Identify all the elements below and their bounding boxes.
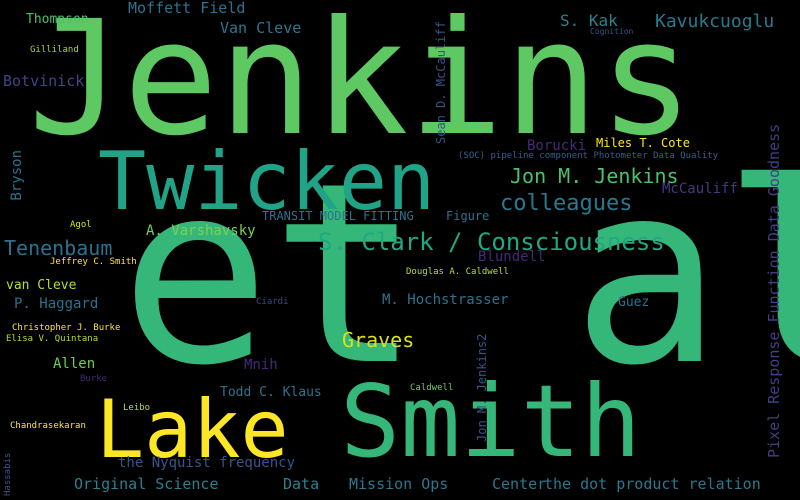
word-data: Data xyxy=(283,475,320,493)
word-mission-ops: Mission Ops xyxy=(349,475,449,493)
word-original-science: Original Science xyxy=(74,475,219,493)
word-mccauliff: McCauliff xyxy=(662,181,738,197)
word-et-al: et al xyxy=(120,129,800,420)
word-jeffrey-c-smith: Jeffrey C. Smith xyxy=(50,257,137,267)
word-douglas-a-caldwell: Douglas A. Caldwell xyxy=(406,267,509,277)
word-center: Center xyxy=(492,475,547,493)
word-pixel-response-function: Pixel Response Function Data Goodness xyxy=(765,123,783,458)
word-sean-d-mccauliff: Sean D. McCauliff xyxy=(434,21,448,144)
word-s-kak: S. Kak xyxy=(560,11,618,30)
word-lake: Lake xyxy=(96,383,289,476)
word-guez: Guez xyxy=(618,295,650,310)
word-hassabis: Hassabis xyxy=(3,452,13,496)
word-twicken: Twicken xyxy=(98,135,436,228)
word-chandrasekaran: Chandrasekaran xyxy=(10,421,86,431)
word-todd-c-klaus: Todd C. Klaus xyxy=(220,385,322,400)
word-leibo: Leibo xyxy=(123,403,151,413)
word-cognition: Cognition xyxy=(590,27,634,36)
word-jenkins: Jenkins xyxy=(28,0,694,171)
word-jon-m-jenkins: Jon M. Jenkins xyxy=(510,164,679,188)
word-mnih: Mnih xyxy=(244,357,278,373)
word-transit-model-fitting: TRANSIT MODEL FITTING xyxy=(262,209,414,223)
word-nyquist-frequency: the Nyquist frequency xyxy=(118,455,296,471)
word-dot-product-relation: the dot product relation xyxy=(544,475,761,493)
word-elisa-v-quintana: Elisa V. Quintana xyxy=(6,334,99,344)
word-ciardi: Ciardi xyxy=(256,297,289,307)
word-gilliland: Gilliland xyxy=(30,45,79,55)
word-smith: Smith xyxy=(340,363,642,480)
word-jon-m-jenkins2: Jon M. Jenkins2 xyxy=(475,333,489,442)
word-borucki: Borucki xyxy=(527,138,587,154)
word-thompson: Thompson xyxy=(26,12,89,27)
word-figure: Figure xyxy=(446,209,490,223)
word-blundell: Blundell xyxy=(478,249,546,265)
word-p-haggard: P. Haggard xyxy=(14,296,99,312)
word-tenenbaum: Tenenbaum xyxy=(4,236,113,260)
word-botvinick: Botvinick xyxy=(3,72,85,90)
word-s-clark-consciousness: S. Clark / Consciousness xyxy=(318,228,665,256)
word-graves: Graves xyxy=(342,328,415,352)
word-colleagues: colleagues xyxy=(500,191,633,216)
word-van-cleve-lower: van Cleve xyxy=(6,278,77,293)
word-agol: Agol xyxy=(70,220,92,230)
word-christopher-j-burke: Christopher J. Burke xyxy=(12,323,121,333)
word-kavukcuoglu: Kavukcuoglu xyxy=(655,11,775,32)
word-a-varshavsky: A. Varshavsky xyxy=(146,223,256,239)
word-burke: Burke xyxy=(80,374,108,384)
word-van-cleve: Van Cleve xyxy=(220,19,302,37)
word-allen: Allen xyxy=(53,356,96,372)
word-miles-t-cote: Miles T. Cote xyxy=(596,136,690,150)
word-soc-pipeline: (SOC) pipeline component Photometer Data… xyxy=(458,151,719,161)
word-moffett-field: Moffett Field xyxy=(128,0,246,17)
word-bryson: Bryson xyxy=(9,150,25,201)
word-m-hochstrasser: M. Hochstrasser xyxy=(382,292,509,308)
word-caldwell: Caldwell xyxy=(410,383,454,393)
